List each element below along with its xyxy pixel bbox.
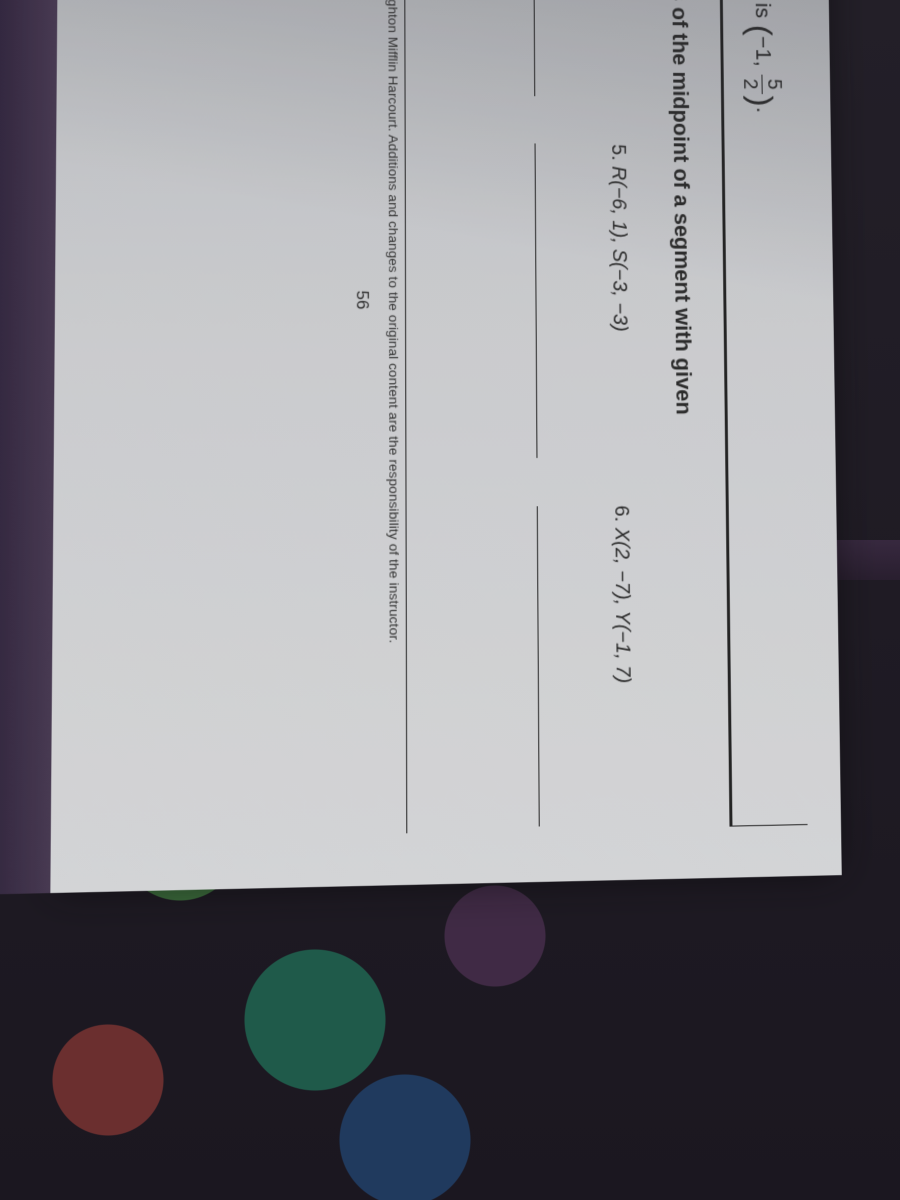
problem-row: 4. A(5, 0), B(3, 4) 5. R(−6, 1), S(−3, −…: [532, 0, 635, 826]
fraction-numerator: 5: [761, 75, 783, 94]
page-rotated-wrapper: The midpoint of XY is (−1, 52). Find the…: [60, 0, 840, 875]
textbook-page: The midpoint of XY is (−1, 52). Find the…: [50, 0, 841, 893]
problem-5: 5. R(−6, 1), S(−3, −3): [534, 144, 631, 458]
paren-open: (: [741, 24, 778, 36]
copyright-text: Original content Copyright © by Houghton…: [385, 0, 402, 832]
example-answer-text: The midpoint of XY is (−1, 52).: [737, 0, 794, 816]
example-answer-box: The midpoint of XY is (−1, 52).: [717, 0, 807, 827]
book-cover-edge: [0, 0, 59, 894]
problem-points: R(−6, 1), S(−3, −3): [607, 166, 630, 332]
page-number: 56: [351, 0, 372, 843]
paren-close: ): [742, 95, 779, 107]
problem-points: X(2, −7), Y(−1, 7): [610, 527, 633, 683]
instruction-line-1: Find the coordinates of the midpoint of …: [665, 0, 696, 415]
answer-is: is: [751, 3, 775, 25]
problem-4: 4. A(5, 0), B(3, 4): [532, 0, 628, 97]
photo-scene: The midpoint of XY is (−1, 52). Find the…: [0, 0, 900, 1200]
period: .: [752, 107, 776, 113]
answer-blank: [534, 144, 537, 458]
answer-blank: [537, 506, 540, 827]
problem-label: 6. X(2, −7), Y(−1, 7): [609, 505, 635, 825]
fraction-denominator: 2: [740, 75, 762, 94]
problem-number: 6.: [610, 505, 632, 522]
problem-6: 6. X(2, −7), Y(−1, 7): [537, 505, 635, 826]
footer-rule: [404, 0, 407, 833]
midpoint-x: −1: [751, 36, 775, 61]
midpoint-y-fraction: 52: [740, 75, 784, 94]
problem-number: 5.: [607, 144, 629, 161]
problem-label: 5. R(−6, 1), S(−3, −3): [606, 144, 631, 457]
problem-label: 4. A(5, 0), B(3, 4): [603, 0, 628, 97]
comma: ,: [751, 61, 775, 74]
instruction-text: Find the coordinates of the midpoint of …: [635, 0, 701, 824]
answer-blank: [532, 0, 535, 97]
